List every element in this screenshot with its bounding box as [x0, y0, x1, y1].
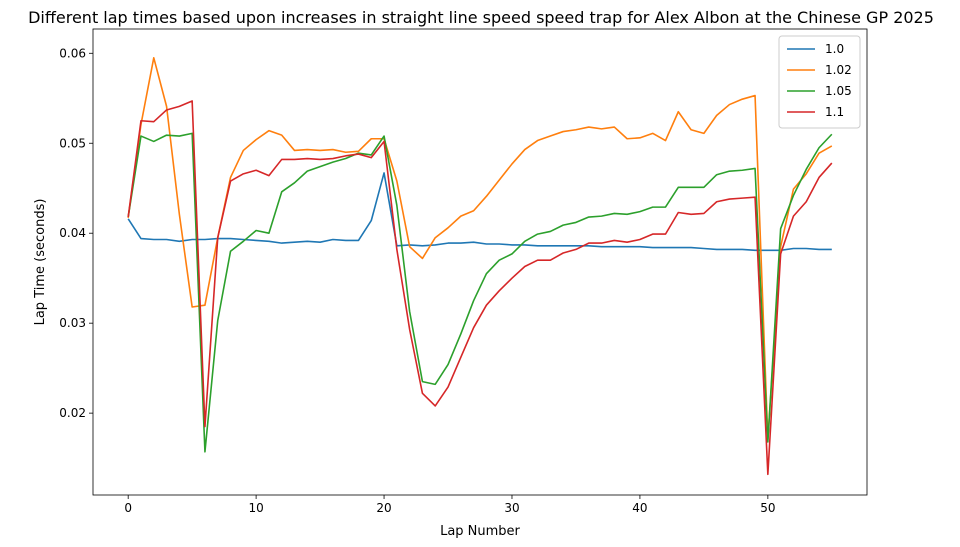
series-group — [127, 56, 833, 476]
y-tick-label: 0.05 — [59, 136, 86, 150]
y-tick-label: 0.06 — [59, 46, 86, 60]
x-axis: 0 10 20 30 40 50 — [124, 495, 775, 515]
legend-label-2: 1.05 — [825, 84, 852, 98]
x-tick-label: 20 — [376, 501, 391, 515]
y-axis-label: Lap Time (seconds) — [33, 199, 48, 326]
legend-label-0: 1.0 — [825, 42, 844, 56]
series-line-1 — [127, 56, 833, 441]
x-tick-label: 10 — [248, 501, 263, 515]
legend-label-1: 1.02 — [825, 63, 852, 77]
legend-box — [778, 35, 861, 129]
legend: 1.0 1.02 1.05 1.1 — [778, 35, 861, 129]
x-tick-label: 50 — [760, 501, 775, 515]
plot-frame — [92, 28, 868, 496]
chart-title: Different lap times based upon increases… — [28, 8, 934, 27]
y-tick-label: 0.04 — [59, 226, 86, 240]
x-tick-label: 30 — [504, 501, 519, 515]
x-tick-label: 40 — [632, 501, 647, 515]
x-tick-label: 0 — [124, 501, 132, 515]
y-axis: 0.02 0.03 0.04 0.05 0.06 — [59, 46, 93, 420]
y-tick-label: 0.03 — [59, 316, 86, 330]
plot-area — [93, 29, 867, 495]
series-line-2 — [127, 132, 833, 453]
legend-label-3: 1.1 — [825, 105, 844, 119]
x-axis-label: Lap Number — [440, 524, 520, 539]
y-tick-label: 0.02 — [59, 406, 86, 420]
series-line-3 — [127, 100, 833, 476]
